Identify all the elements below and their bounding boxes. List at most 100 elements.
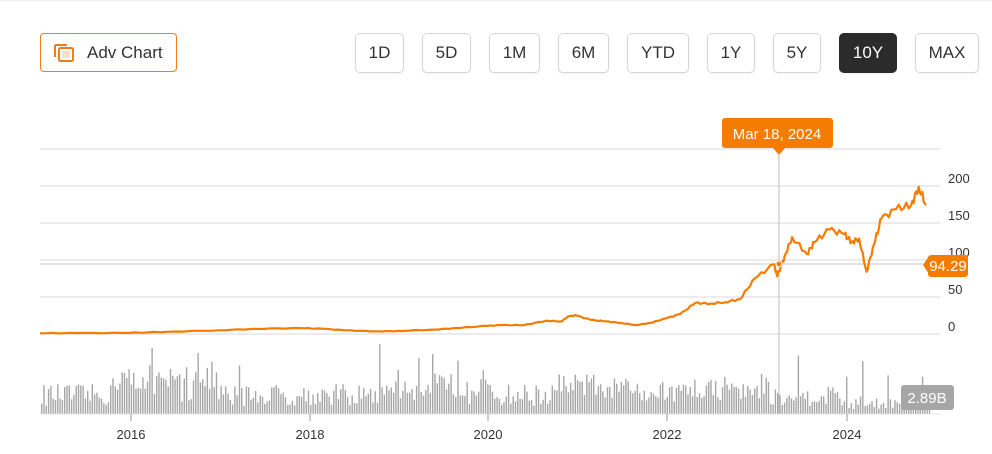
volume-bar [211, 361, 213, 414]
volume-bar [671, 386, 673, 414]
volume-bar [756, 385, 758, 414]
volume-bar [434, 373, 436, 414]
volume-bar [190, 399, 192, 414]
volume-bar [869, 404, 871, 414]
volume-bar [54, 400, 57, 414]
volume-bar [227, 393, 229, 414]
volume-bar [758, 398, 760, 414]
volume-bar [116, 389, 119, 414]
volume-bar [747, 385, 749, 414]
volume-bar [130, 384, 133, 414]
volume-bar [480, 379, 482, 414]
volume-bar [185, 367, 188, 414]
volume-bar [323, 390, 326, 414]
range-5d-button[interactable]: 5D [422, 33, 471, 73]
volume-bar [351, 395, 353, 414]
volume-bar [165, 379, 167, 414]
volume-bar [70, 399, 73, 414]
volume-bar [795, 397, 797, 414]
adv-chart-button[interactable]: Adv Chart [40, 33, 177, 72]
volume-bar [666, 397, 668, 414]
volume-bar [356, 403, 358, 414]
volume-bar [98, 397, 100, 414]
volume-bar [353, 403, 356, 414]
volume-bar [45, 405, 47, 414]
volume-bar [514, 401, 517, 414]
volume-bar [728, 389, 731, 414]
volume-bar [388, 390, 390, 414]
volume-bar [365, 396, 367, 414]
volume-bar [740, 398, 742, 414]
volume-bar [459, 395, 461, 414]
range-10y-button[interactable]: 10Y [839, 33, 897, 73]
volume-bar [80, 385, 82, 414]
volume-bar [604, 397, 606, 414]
volume-bar [850, 403, 852, 414]
volume-bar [213, 387, 215, 414]
volume-bar [731, 383, 733, 414]
range-6m-button[interactable]: 6M [558, 33, 609, 73]
volume-bar [360, 398, 363, 414]
volume-bar [841, 405, 843, 414]
volume-bar [222, 394, 225, 414]
volume-bar [96, 392, 98, 414]
volume-bar [123, 372, 126, 414]
volume-bar [685, 385, 687, 414]
volume-bar [142, 377, 144, 414]
volume-bar [153, 394, 156, 414]
volume-bar [484, 379, 487, 414]
volume-bar [466, 382, 468, 414]
volume-bar [335, 384, 337, 414]
date-tooltip: Mar 18, 2024 [722, 118, 833, 155]
volume-bar [367, 393, 369, 414]
volume-bar [885, 408, 887, 414]
volume-bar [328, 396, 330, 414]
volume-bar [774, 389, 777, 414]
volume-bar [581, 381, 583, 414]
volume-bar [862, 361, 864, 414]
volume-bar [806, 391, 809, 414]
volume-bar [763, 393, 765, 414]
x-tick-2024: 2024 [833, 427, 862, 442]
range-max-button[interactable]: MAX [915, 33, 979, 73]
volume-bar [549, 400, 551, 414]
volume-bar [291, 400, 294, 414]
volume-bar [634, 391, 636, 414]
volume-bar [181, 401, 183, 414]
top-divider [0, 0, 992, 1]
volume-bar [714, 381, 717, 414]
date-tooltip-label: Mar 18, 2024 [733, 126, 821, 143]
volume-bar [793, 400, 795, 414]
volume-bar [691, 396, 694, 414]
range-5y-button[interactable]: 5Y [773, 33, 821, 73]
range-1y-button[interactable]: 1Y [707, 33, 755, 73]
volume-bar [507, 384, 510, 414]
range-ytd-button[interactable]: YTD [627, 33, 689, 73]
volume-bar [839, 398, 841, 414]
volume-bar [547, 403, 549, 414]
volume-bar [880, 404, 882, 414]
volume-tag: 2.89B [901, 385, 954, 410]
volume-bar [381, 387, 383, 414]
price-series-line [39, 185, 927, 335]
volume-bar [257, 402, 259, 414]
volume-bar [657, 397, 659, 414]
volume-bar [836, 392, 839, 414]
volume-bar [816, 402, 818, 414]
volume-bar [843, 401, 846, 414]
volume-bar [156, 376, 158, 414]
volume-bar [406, 392, 409, 414]
volume-bar [622, 385, 625, 414]
volume-bar [553, 389, 556, 414]
range-1d-button[interactable]: 1D [355, 33, 404, 73]
range-1m-button[interactable]: 1M [489, 33, 540, 73]
volume-bar [675, 387, 678, 414]
volume-bar [314, 404, 317, 414]
volume-bar [390, 387, 392, 414]
volume-bar [530, 400, 533, 414]
x-tick-2016: 2016 [117, 427, 146, 442]
volume-bar [820, 396, 823, 414]
volume-bar [438, 375, 441, 414]
volume-bar [864, 406, 866, 414]
